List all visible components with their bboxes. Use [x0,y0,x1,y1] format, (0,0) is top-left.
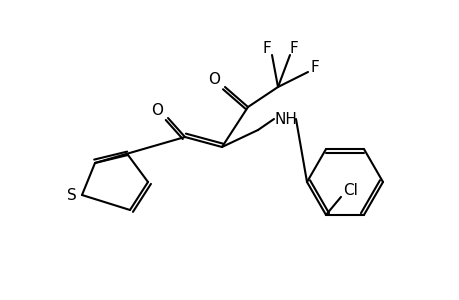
Text: Cl: Cl [343,183,358,198]
Text: F: F [289,40,298,56]
Text: O: O [207,71,219,86]
Text: NH: NH [274,112,297,127]
Text: F: F [262,40,271,56]
Text: O: O [151,103,162,118]
Text: F: F [310,59,319,74]
Text: S: S [67,188,77,202]
